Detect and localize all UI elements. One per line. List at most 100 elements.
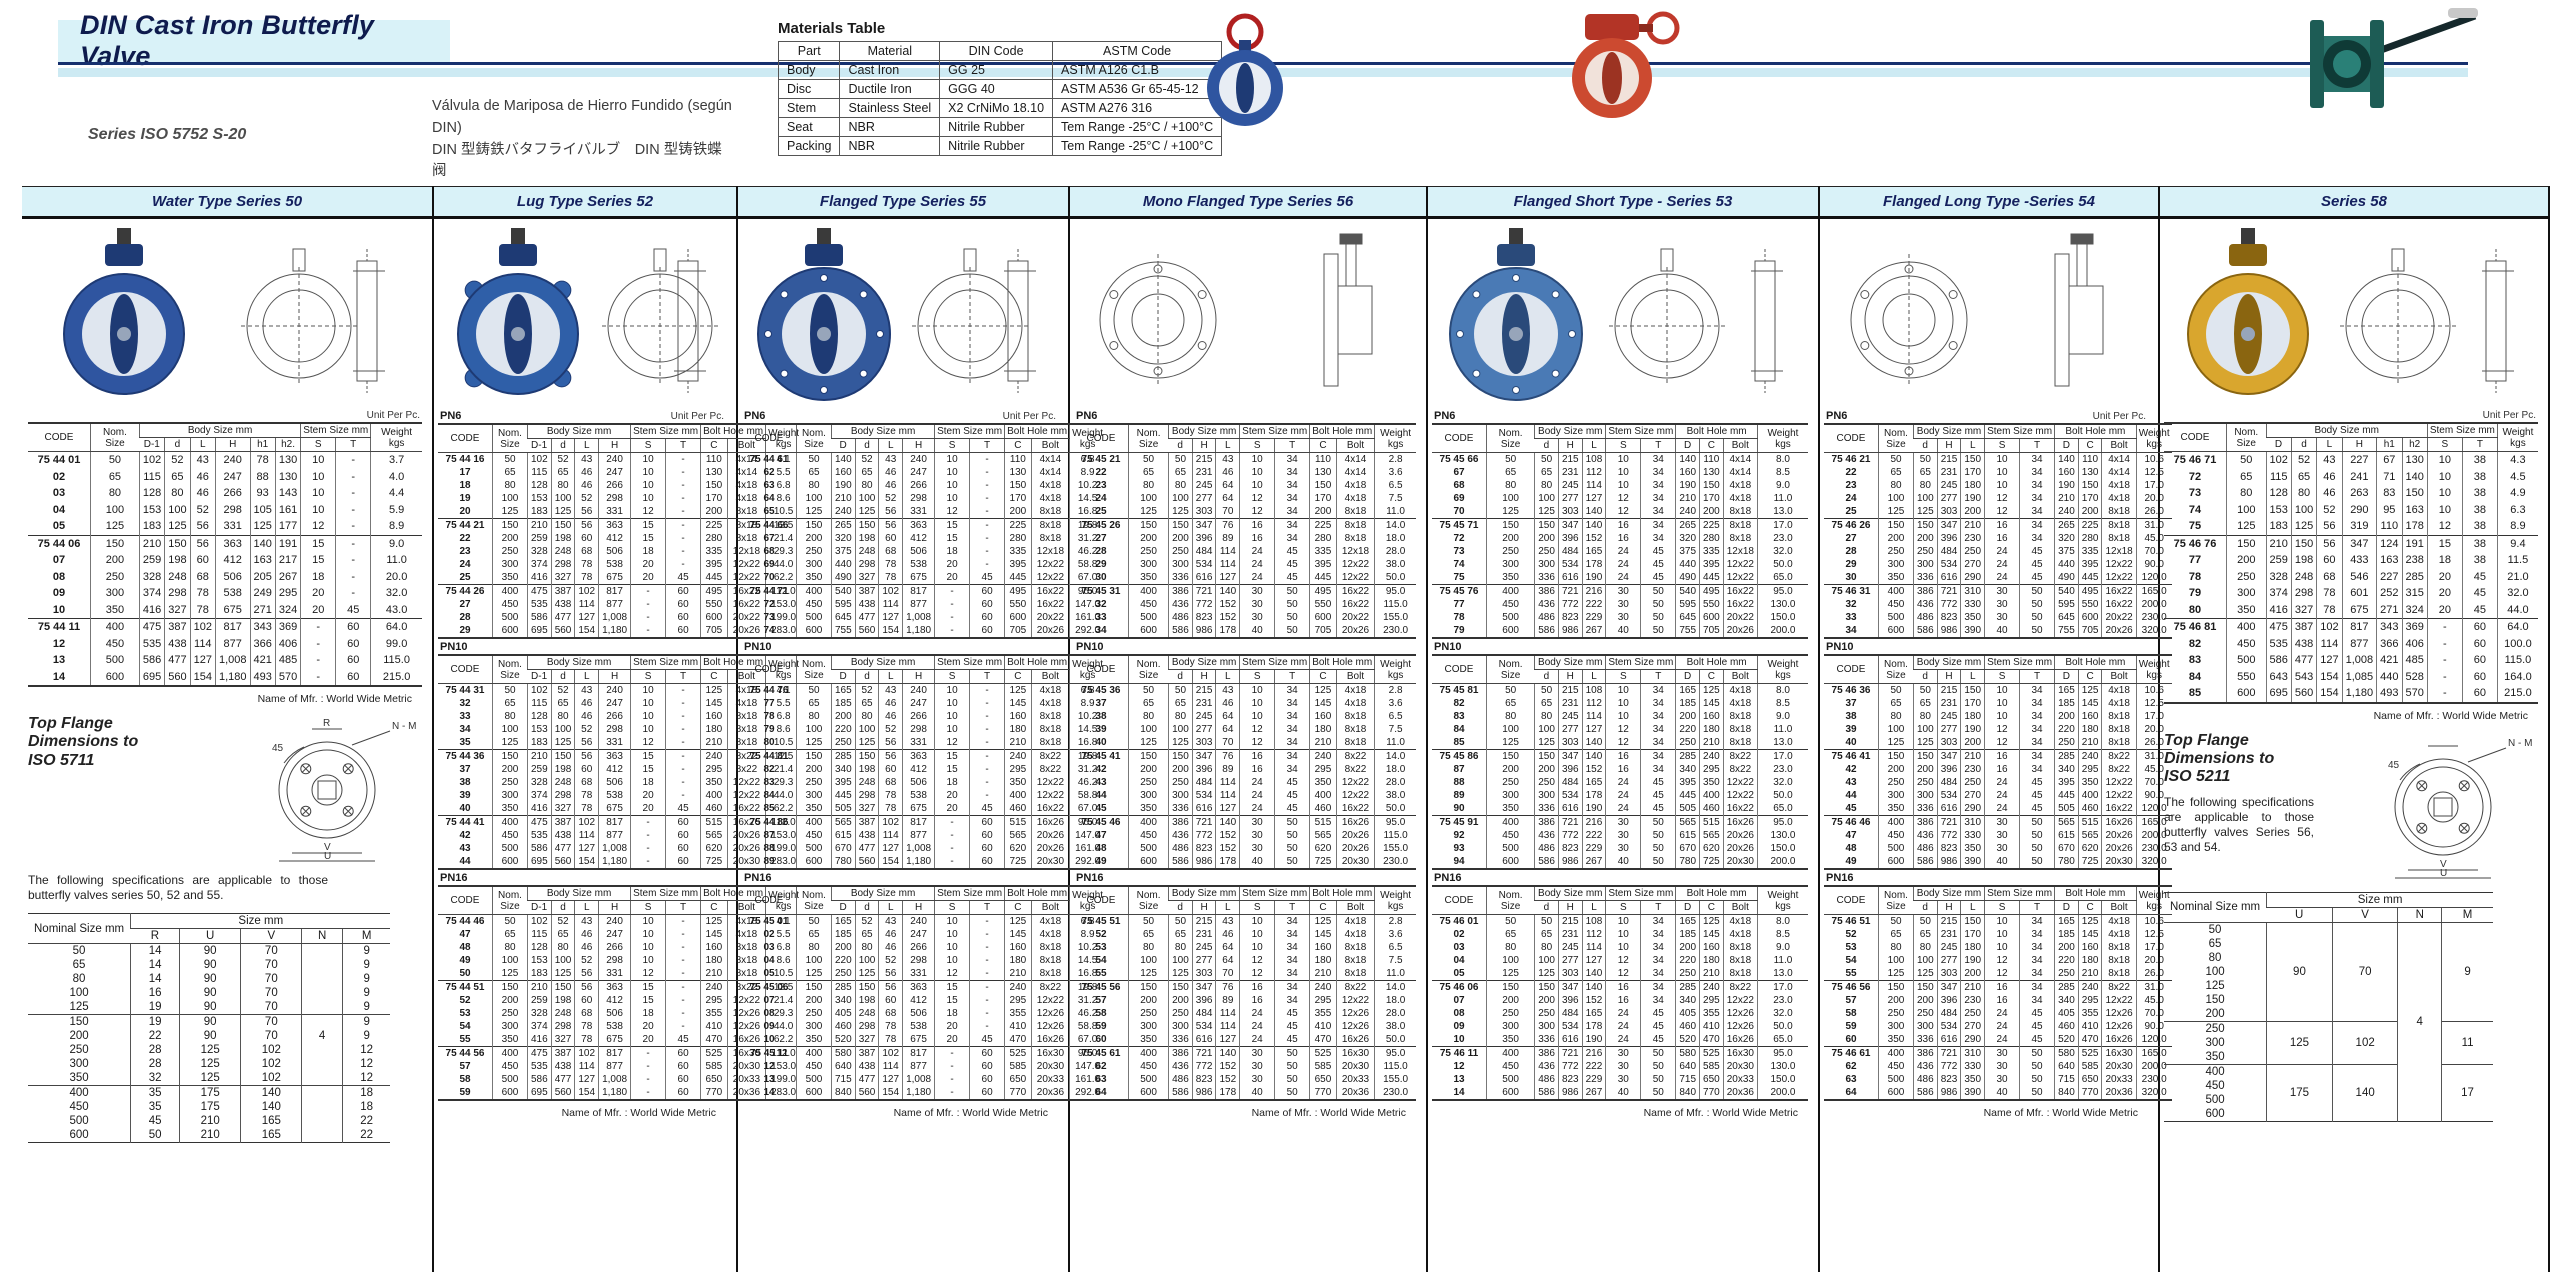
code-cell: 75 44 16 — [445, 454, 485, 465]
value-cell: 250 — [1127, 1007, 1169, 1020]
value-cell: 180 — [2077, 723, 2102, 736]
value-cell: 986 — [1936, 624, 1961, 638]
value-cell: 34 — [2019, 532, 2055, 545]
value-cell: 328 — [527, 776, 552, 789]
value-cell: 450 — [796, 1060, 832, 1073]
value-cell: 410 — [1004, 1020, 1032, 1033]
code-cell: 78 — [1453, 612, 1465, 623]
header-group: Weight kgs — [2135, 655, 2172, 684]
header-sub: L — [189, 437, 216, 452]
table-row: 75 46 41 150 150 347 210 16 34 285 240 8x22 31.0 — [1824, 749, 2172, 763]
spec-table: CODE Nom. Size Body Size mm Stem Size mm Bol… — [1074, 885, 1416, 1101]
code-cell: 89 — [763, 856, 775, 867]
value-cell: 16 — [1605, 980, 1641, 994]
value-cell: 20x30 — [2101, 1060, 2137, 1073]
value-cell: 80 — [72, 973, 86, 985]
value-cell: 150 — [854, 518, 879, 532]
value-cell: 450 — [1485, 598, 1535, 611]
value-cell: 8.6 — [765, 954, 802, 967]
value-cell: 600 — [796, 624, 832, 638]
value-cell: 90 — [179, 1029, 241, 1043]
value-cell: 336 — [1913, 571, 1938, 585]
value-cell: 140 — [1215, 1046, 1240, 1060]
value-cell: 150 — [1960, 683, 1985, 697]
value-cell: 125 — [2290, 518, 2317, 535]
value-cell: 538 — [214, 585, 250, 602]
value-cell: 20x33 — [726, 1073, 766, 1086]
value-cell: 250 — [1127, 545, 1169, 558]
value-cell: 12x26 — [726, 1020, 766, 1033]
table-label-row: Unit Per Pc. — [2166, 410, 2536, 421]
value-cell: 300 — [1534, 558, 1559, 571]
value-cell: 45 — [1274, 1007, 1310, 1020]
value-cell: 10 — [1239, 928, 1275, 941]
header-group: Stem Size mm — [1984, 655, 2055, 670]
spec-table-body: 75 45 51 50 50 215 43 10 34 125 4x18 2.8 52 65 65 231… — [1074, 914, 1416, 1100]
value-cell: 331 — [598, 736, 631, 750]
value-cell: 127 — [1215, 1033, 1240, 1047]
value-cell: 8x22 — [2101, 763, 2137, 776]
value-cell: 528 — [2401, 668, 2428, 685]
value-cell: 50 — [1485, 683, 1535, 697]
value-cell: 250 — [1485, 545, 1535, 558]
value-cell: 210 — [2077, 736, 2102, 750]
value-cell: 10 — [2426, 451, 2463, 469]
value-cell: 190 — [2054, 479, 2079, 492]
value-cell: 245 — [1936, 479, 1961, 492]
header-sub: S — [934, 900, 970, 915]
value-cell: 150 — [2226, 534, 2267, 552]
value-cell: 8x18 — [1030, 941, 1070, 954]
table-row: 73 250 250 484 165 24 45 375 335 12x18 32.0 — [1432, 545, 1808, 558]
value-cell: 250 — [1960, 1007, 1985, 1020]
value-cell: 369 — [274, 618, 301, 636]
spec-table-body: 75 44 01 50 102 52 43 240 78 130 10-3.7 02 65 115 65… — [28, 451, 422, 686]
value-cell: 43 — [574, 683, 599, 697]
value-cell: 298 — [598, 723, 631, 736]
table-row: 23 80 80 245 64 10 34 150 4x18 6.5 — [1074, 479, 1416, 492]
value-cell: 70.0 — [2135, 545, 2172, 558]
code-cell: 75 46 31 — [1824, 584, 1879, 598]
value-cell: 390 — [1960, 1086, 1985, 1100]
value-cell: 4.1 — [765, 452, 802, 466]
value-cell: 4x18 — [726, 914, 766, 928]
value-cell: 67.0 — [1069, 802, 1106, 816]
header-sub: U — [2266, 907, 2333, 923]
value-cell: 56 — [878, 980, 903, 994]
header-sub: H — [1191, 669, 1216, 684]
value-cell: 600 — [700, 611, 728, 624]
value-cell: 4.1 — [765, 683, 802, 697]
value-cell: 50 — [2019, 1060, 2055, 1073]
header-sub: T — [665, 900, 701, 915]
value-cell: 586 — [527, 1073, 552, 1086]
value-cell: 68 — [574, 545, 599, 558]
value-cell: 600 — [2226, 685, 2267, 703]
value-cell: 20 — [934, 802, 970, 816]
header-group: Stem Size mm — [934, 886, 1005, 901]
value-cell: 525 — [1004, 1046, 1032, 1060]
value-cell: 538 — [598, 558, 631, 571]
value-cell: 31.2 — [1069, 994, 1106, 1007]
column-title: Lug Type Series 52 — [516, 193, 654, 210]
value-cell: 80 — [2290, 485, 2317, 502]
value-cell: 50 — [90, 451, 140, 469]
value-cell: 817 — [214, 618, 250, 636]
spec-table-body: 75 46 21 50 50 215 150 10 34 140 110 4x14 10.6 22 65… — [1824, 452, 2172, 638]
value-cell: 31.0 — [2135, 518, 2172, 532]
value-cell: 210 — [1309, 736, 1337, 750]
value-cell: 295 — [700, 994, 728, 1007]
code-cell: 75 46 36 — [1831, 685, 1871, 696]
value-cell: 180 — [1699, 954, 1724, 967]
value-cell: 675 — [902, 571, 935, 585]
value-cell: - — [335, 501, 371, 518]
table-row: 54 100 100 277 190 12 34 220 180 8x18 20.0 — [1824, 954, 2172, 967]
value-cell: 38 — [2461, 501, 2498, 518]
table-row: 62 450 436 772 152 30 50 585 20x30 115.0 — [1074, 1060, 1416, 1073]
spec-table-body: 75 45 66 50 50 215 108 10 34 140 110 4x14 8.0 67 65 6… — [1432, 452, 1808, 638]
table-row: 33 500 486 823 350 30 50 645 600 20x22 230.0 — [1824, 611, 2172, 624]
value-cell: 23.0 — [1756, 994, 1808, 1007]
value-cell: 616 — [1557, 802, 1583, 816]
code-cell: 75 45 06 — [742, 980, 797, 994]
value-cell: 127 — [1581, 492, 1606, 505]
value-cell: 199.0 — [765, 611, 802, 624]
dimension-diagram — [241, 248, 385, 393]
